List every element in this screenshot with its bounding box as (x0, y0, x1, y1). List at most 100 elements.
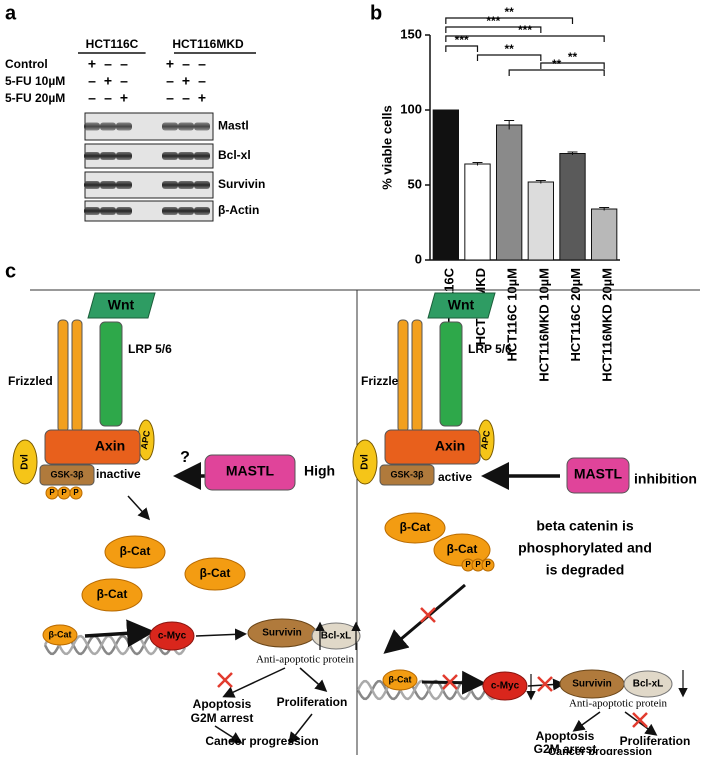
mastl-label: MASTL (226, 463, 275, 479)
wnt-label: Wnt (108, 297, 135, 313)
y-tick-label: 0 (415, 251, 422, 266)
phosphate-label: P (475, 560, 481, 569)
phosphate-label: P (465, 560, 471, 569)
outcome: Apoptosis (193, 697, 252, 711)
beta-catenin-label: β-Cat (97, 587, 128, 601)
band-label: Bcl-xl (218, 148, 251, 162)
survivin-label: Survivin (262, 628, 301, 639)
outcome: Apoptosis (536, 729, 595, 743)
mastl (566, 457, 630, 494)
lrp (439, 321, 463, 427)
wnt (87, 292, 156, 319)
beta-catenin-label: β-Cat (120, 544, 151, 558)
arrow (288, 713, 313, 745)
blot-band (178, 122, 194, 131)
blot-band (100, 207, 116, 215)
error-bar (472, 162, 483, 166)
arrow (195, 628, 247, 641)
frizzled-label: Frizzled (361, 374, 406, 388)
x-tick-label: HCT116C 10µM (505, 268, 520, 361)
blot-band (100, 122, 116, 131)
significance-bracket (540, 62, 605, 69)
significance-bracket (508, 69, 605, 76)
annotation: is degraded (546, 562, 625, 578)
blot-band (178, 181, 194, 189)
state-label: active (438, 470, 472, 484)
c-myc-label: c-Myc (158, 631, 187, 642)
bar (464, 163, 491, 261)
annotation: phosphorylated and (518, 540, 652, 556)
bcl-xl-label: Bcl-xL (633, 679, 664, 690)
frizzled (411, 319, 423, 433)
condition-sign: – (182, 90, 190, 106)
significance-label: *** (455, 33, 469, 47)
bcl-xl-label: Bcl-xL (321, 631, 352, 642)
gsk (379, 464, 435, 486)
apc-label: APC (139, 429, 152, 450)
outcome: G2M arrest (534, 742, 597, 755)
blot-band (162, 207, 178, 215)
condition-sign: – (88, 73, 96, 89)
beta-catenin (81, 578, 143, 612)
lrp-label: LRP 5/6 (468, 342, 512, 356)
beta-catenin-label: β-Cat (200, 566, 231, 580)
beta-catenin (382, 669, 418, 691)
blot-band (194, 207, 210, 215)
blot-band (194, 122, 210, 131)
outcome: G2M arrest (191, 711, 254, 725)
axin-label: Axin (95, 438, 125, 454)
significance-label: *** (486, 14, 500, 28)
condition-sign: – (198, 56, 206, 72)
band-label: Survivin (218, 177, 265, 191)
blot-group: HCT116C (86, 37, 139, 51)
survivin-label: Survivin (572, 679, 611, 690)
axin-label: Axin (435, 438, 465, 454)
condition-sign: – (166, 73, 174, 89)
arrow (299, 667, 328, 692)
inhibition-cross (537, 676, 553, 692)
significance-label: ** (568, 50, 578, 64)
blot-band (84, 207, 100, 215)
blot-band (116, 122, 132, 131)
significance-bracket (476, 54, 542, 61)
y-axis-label: % viable cells (379, 105, 394, 190)
axin (44, 429, 141, 465)
beta-catenin (184, 557, 246, 591)
significance-bracket (445, 17, 574, 24)
blot-band (84, 122, 100, 131)
panel-label: c (5, 260, 16, 282)
arrow (84, 619, 155, 648)
condition-label: 5-FU 10µM (5, 74, 65, 88)
significance-bracket (445, 45, 479, 52)
state-label: inactive (96, 467, 141, 481)
blot-band (162, 122, 178, 131)
arrow (572, 711, 601, 732)
mastl-label: MASTL (574, 466, 623, 482)
bar (527, 181, 555, 261)
blot-band (116, 207, 132, 215)
condition-label: Control (5, 57, 48, 71)
frizzled (71, 319, 83, 433)
blot-band (100, 152, 116, 160)
inhibition-cross (632, 712, 648, 728)
condition-sign: – (182, 56, 190, 72)
significance-label: *** (518, 23, 532, 37)
error-bar (504, 120, 515, 130)
blot-band (162, 152, 178, 160)
beta-catenin-label: β-Cat (389, 674, 412, 684)
bcl-xl (623, 670, 673, 698)
dvl-label: Dvl (20, 454, 31, 470)
blot-band (100, 181, 116, 189)
outcome: Cancer progression (548, 746, 652, 755)
frizzled (57, 319, 69, 433)
beta-catenin (104, 535, 166, 569)
lrp (99, 321, 123, 427)
condition-sign: + (120, 90, 128, 106)
condition-sign: + (198, 90, 206, 106)
outcome: Proliferation (620, 734, 691, 748)
frizzled (397, 319, 409, 433)
significance-bracket (445, 26, 542, 33)
blot-band (116, 152, 132, 160)
blot-band (194, 152, 210, 160)
